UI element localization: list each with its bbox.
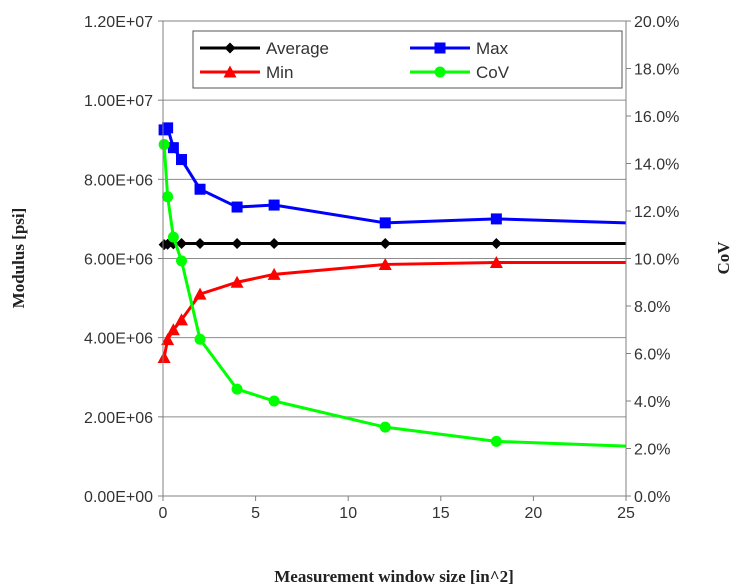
y-tick-label: 8.00E+06 (84, 172, 153, 189)
max-point (176, 154, 188, 166)
cov-point (268, 395, 280, 407)
legend-label-max: Max (476, 39, 509, 58)
legend-items: Average Max Min CoV (200, 39, 510, 82)
legend-label-average: Average (266, 39, 329, 58)
y2-tick-label: 12.0% (634, 204, 679, 221)
average-point (490, 237, 502, 249)
min-point (193, 287, 207, 300)
cov-point (490, 435, 502, 447)
average-point (231, 237, 243, 249)
gridlines (163, 99, 626, 418)
y-axis-title: Modulus [psi] (9, 208, 28, 309)
y2-tick-label: 14.0% (634, 157, 679, 174)
legend-marker-average (224, 42, 236, 54)
legend-item-cov: CoV (410, 63, 510, 82)
min-point (175, 313, 189, 326)
legend-label-min: Min (266, 63, 293, 82)
y-tick-label: 2.00E+06 (84, 410, 153, 427)
cov-point (379, 421, 391, 433)
max-point (268, 199, 280, 211)
legend-item-min: Min (200, 63, 293, 82)
series-cov (158, 139, 627, 448)
max-point (490, 213, 502, 225)
x-tick-label: 5 (251, 505, 260, 522)
average-point (194, 237, 206, 249)
y2-tick-label: 6.0% (634, 347, 670, 364)
y2-tick-label: 0.0% (634, 489, 670, 506)
legend: Average Max Min CoV (192, 30, 623, 89)
y-axis-tick-labels: 0.00E+00 2.00E+06 4.00E+06 6.00E+06 8.00E+06… (84, 14, 163, 506)
max-point (162, 122, 174, 134)
y2-tick-label: 4.0% (634, 394, 670, 411)
x-tick-label: 15 (432, 505, 450, 522)
max-point (167, 142, 179, 154)
y-tick-label: 0.00E+00 (84, 489, 153, 506)
y2-axis-tick-labels: 0.0% 2.0% 4.0% 6.0% 8.0% 10.0% 12.0% 14.0% 16.0%… (626, 14, 679, 506)
min-point (230, 275, 244, 288)
series-layer (157, 122, 627, 448)
plot-border (162, 20, 627, 497)
max-point (379, 217, 391, 229)
legend-marker-max (434, 42, 446, 54)
max-point (194, 183, 206, 195)
y2-tick-label: 2.0% (634, 442, 670, 459)
cov-point (194, 333, 206, 345)
series-max (158, 122, 627, 229)
y2-axis-title: CoV (714, 241, 733, 275)
y2-tick-label: 18.0% (634, 62, 679, 79)
max-point (231, 201, 243, 213)
min-point (157, 350, 171, 363)
x-axis-title: Measurement window size [in^2] (274, 567, 514, 585)
average-point (268, 237, 280, 249)
average-point (379, 237, 391, 249)
y2-tick-label: 20.0% (634, 14, 679, 31)
y-tick-label: 6.00E+06 (84, 252, 153, 269)
x-tick-label: 0 (159, 505, 168, 522)
x-tick-label: 10 (339, 505, 357, 522)
max-line (163, 125, 627, 225)
legend-marker-cov (434, 66, 446, 78)
cov-point (167, 231, 179, 243)
legend-item-average: Average (200, 39, 329, 58)
min-point (267, 267, 281, 280)
legend-label-cov: CoV (476, 63, 510, 82)
legend-box (192, 30, 623, 89)
series-min (157, 255, 626, 363)
cov-point (162, 191, 174, 203)
average-point (176, 237, 188, 249)
y-tick-label: 4.00E+06 (84, 331, 153, 348)
min-point (166, 323, 180, 336)
cov-point (176, 255, 188, 267)
legend-item-max: Max (410, 39, 509, 58)
y-tick-label: 1.00E+07 (84, 93, 153, 110)
cov-point (231, 383, 243, 395)
legend-marker-min (223, 65, 237, 78)
x-tick-label: 25 (617, 505, 635, 522)
min-point (378, 257, 392, 270)
min-point (161, 333, 175, 346)
cov-point (158, 139, 170, 150)
y-tick-label: 1.20E+07 (84, 14, 153, 31)
y2-tick-label: 10.0% (634, 252, 679, 269)
y2-tick-label: 16.0% (634, 109, 679, 126)
x-axis-tick-labels: 0 5 10 15 20 25 (159, 496, 635, 522)
y2-tick-label: 8.0% (634, 299, 670, 316)
min-point (489, 255, 503, 268)
x-tick-label: 20 (525, 505, 543, 522)
cov-line (162, 144, 627, 448)
